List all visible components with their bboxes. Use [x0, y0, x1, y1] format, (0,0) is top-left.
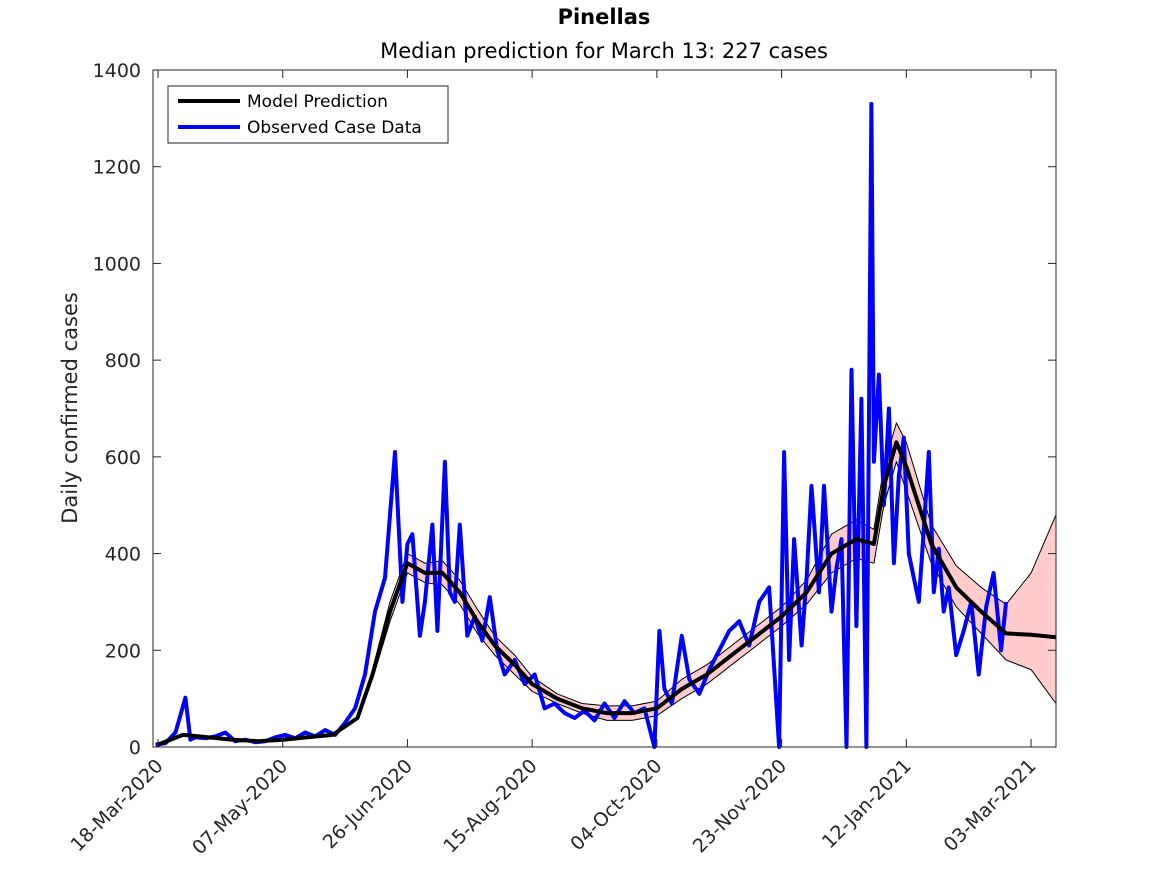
y-tick-label: 0: [129, 737, 141, 759]
y-tick-label: 800: [105, 350, 141, 372]
legend-label-prediction: Model Prediction: [247, 92, 388, 112]
y-axis-label: Daily confirmed cases: [58, 292, 82, 524]
chart-title: Pinellas: [558, 5, 651, 29]
y-tick-label: 1200: [93, 157, 141, 179]
chart-subtitle: Median prediction for March 13: 227 case…: [380, 39, 828, 63]
legend-box: [167, 85, 449, 144]
legend[interactable]: Model Prediction Observed Case Data: [167, 85, 449, 144]
model-prediction-line: [157, 440, 1057, 747]
series-layer: [155, 101, 1057, 749]
y-tick-label: 600: [105, 447, 141, 469]
legend-label-observed: Observed Case Data: [247, 118, 422, 138]
y-tick-label: 1400: [93, 60, 141, 82]
y-axis: 0 200 400 600 800 1000 1200 1400: [93, 60, 1056, 759]
y-tick-label: 200: [105, 640, 141, 662]
y-tick-label: 1000: [93, 253, 141, 275]
y-tick-label: 400: [105, 544, 141, 566]
plot-area-frame: [152, 69, 1057, 748]
